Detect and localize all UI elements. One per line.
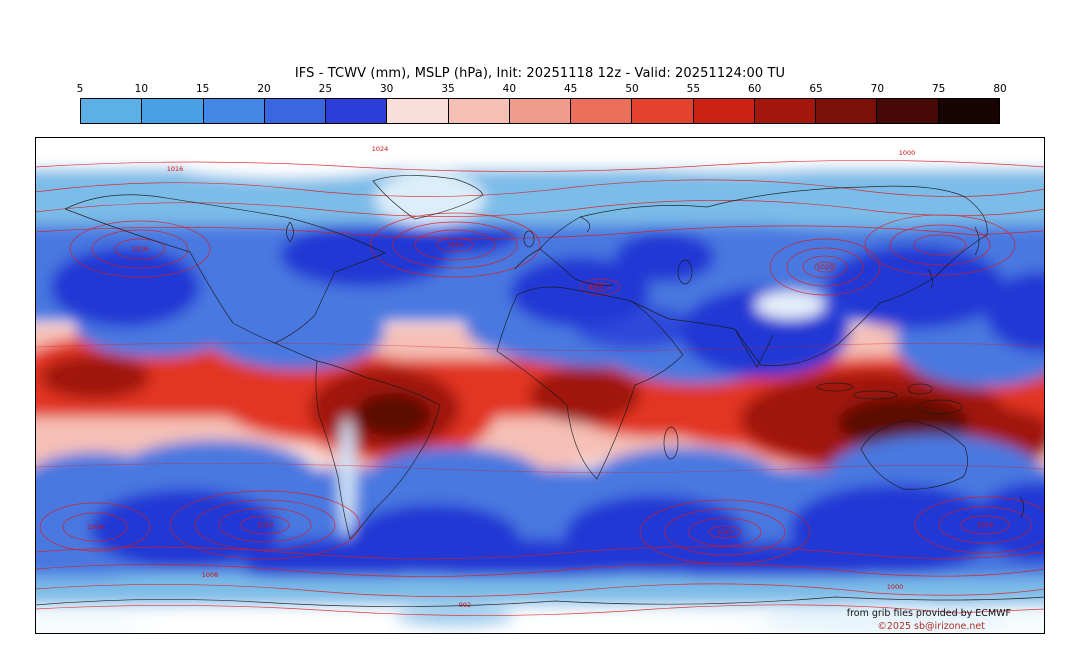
mslp-contour-label: 1024 xyxy=(447,241,464,249)
mslp-contour-label: 992 xyxy=(459,601,471,609)
colorbar-segment xyxy=(571,99,633,123)
mslp-contour-label: 1020 xyxy=(817,263,834,271)
colorbar-tick-label: 35 xyxy=(441,83,455,95)
colorbar-ticks: 5 10 15 20 25 30 35 40 45 50 55 60 65 70 75 80 xyxy=(76,83,1007,96)
colorbar-tick-label: 45 xyxy=(563,83,578,95)
contour-labels: 1024 1016 1000 1024 1016 1020 1008 1020 1020 1016… xyxy=(87,145,994,609)
colorbar-segment xyxy=(264,99,327,123)
mslp-contour-label: 1016 xyxy=(977,521,994,529)
colorbar-tick-label: 75 xyxy=(931,83,946,95)
colorbar-tick-label: 80 xyxy=(993,83,1007,95)
tcwv-shading xyxy=(35,137,1045,634)
colorbar-segments xyxy=(80,98,1000,124)
attribution-copyright: ©2025 sb@irizone.net xyxy=(877,621,985,632)
colorbar-tick-label: 5 xyxy=(76,83,84,95)
weather-map: 1024 1016 1000 1024 1016 1020 1008 1020 1020 1016… xyxy=(35,137,1045,634)
map-border xyxy=(35,137,1045,634)
colorbar-segment xyxy=(387,99,449,123)
colorbar-tick-label: 50 xyxy=(625,83,639,95)
mslp-contour-label: 1008 xyxy=(587,283,604,291)
colorbar-tick-label: 65 xyxy=(809,83,823,95)
colorbar-segment xyxy=(877,99,939,123)
coastlines xyxy=(35,175,1045,607)
colorbar-tick-label: 20 xyxy=(257,83,271,95)
colorbar-segment xyxy=(448,99,510,123)
colorbar-segment xyxy=(938,99,999,123)
colorbar-segment xyxy=(632,99,694,123)
colorbar-segment xyxy=(816,99,878,123)
mslp-contour-label: 1000 xyxy=(887,583,904,591)
colorbar-segment xyxy=(81,99,143,123)
mslp-contour-label: 1000 xyxy=(899,149,916,157)
colorbar-tick-label: 40 xyxy=(502,83,517,95)
colorbar-segment xyxy=(693,99,755,123)
mslp-contour-label: 1020 xyxy=(717,528,734,536)
mslp-contour-label: 1024 xyxy=(372,145,389,153)
map-canvas: 1024 1016 1000 1024 1016 1020 1008 1020 1020 1016… xyxy=(35,137,1045,634)
attribution-ecmwf: from grib files provided by ECMWF xyxy=(846,608,1011,619)
mslp-contour-label: 1016 xyxy=(167,165,184,173)
colorbar: 5 10 15 20 25 30 35 40 45 50 55 60 65 70 75 80 xyxy=(76,83,1007,124)
mslp-contour-label: 1008 xyxy=(87,523,104,531)
colorbar-segment xyxy=(509,99,572,123)
colorbar-tick-label: 55 xyxy=(686,83,701,95)
colorbar-tick-label: 60 xyxy=(747,83,762,95)
colorbar-tick-label: 10 xyxy=(134,83,149,95)
mslp-contours xyxy=(35,160,1045,616)
colorbar-segment xyxy=(142,99,204,123)
colorbar-tick-label: 25 xyxy=(318,83,333,95)
colorbar-tick-label: 70 xyxy=(870,83,885,95)
colorbar-segment xyxy=(326,99,388,123)
colorbar-tick-label: 30 xyxy=(379,83,394,95)
mslp-contour-label: 1008 xyxy=(202,571,219,579)
mslp-contour-label: 1020 xyxy=(257,521,274,529)
page-title: IFS - TCWV (mm), MSLP (hPa), Init: 20251… xyxy=(294,66,786,81)
mslp-contour-label: 1016 xyxy=(132,245,149,253)
colorbar-segment xyxy=(754,99,817,123)
colorbar-segment xyxy=(203,99,265,123)
colorbar-tick-label: 15 xyxy=(195,83,210,95)
